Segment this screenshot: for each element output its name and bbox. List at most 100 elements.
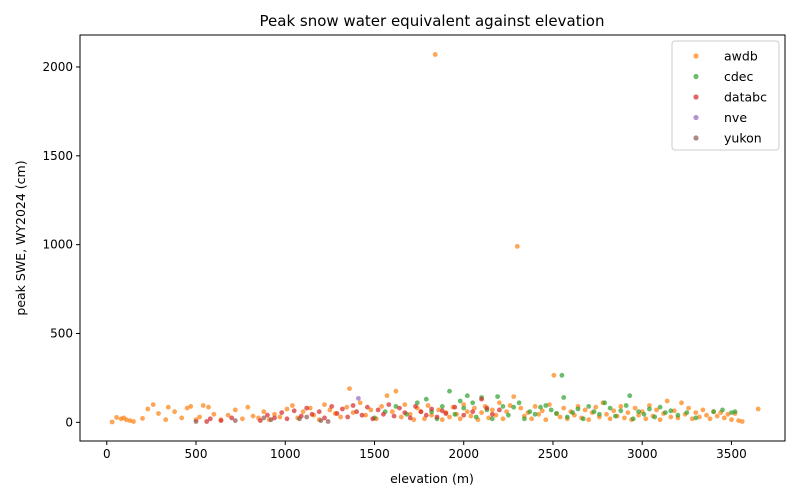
data-point <box>636 412 641 418</box>
data-point <box>407 411 413 417</box>
data-point <box>284 406 290 412</box>
x-tick-label: 1000 <box>270 447 301 461</box>
data-point <box>461 412 467 418</box>
data-point <box>375 407 381 413</box>
data-point <box>623 403 629 408</box>
data-point <box>165 404 171 410</box>
data-point <box>322 402 327 407</box>
data-point <box>464 393 470 399</box>
data-point <box>618 408 624 414</box>
data-point <box>329 404 335 409</box>
data-point <box>551 372 557 378</box>
data-point <box>150 402 156 407</box>
data-point <box>529 416 534 422</box>
legend-label: cdec <box>724 69 753 84</box>
y-axis-ticks: 0 500 1000 1500 2000 <box>42 60 80 429</box>
data-point <box>630 416 636 422</box>
data-point <box>527 409 533 415</box>
data-point <box>413 404 418 409</box>
data-point <box>225 412 231 418</box>
data-point <box>586 404 592 409</box>
data-point <box>338 414 343 420</box>
data-point <box>439 408 445 414</box>
data-point <box>447 388 452 394</box>
data-point <box>500 416 506 422</box>
data-point <box>625 410 631 415</box>
y-tick-label: 2000 <box>42 60 73 74</box>
data-point <box>632 405 638 411</box>
data-point <box>284 416 290 422</box>
data-point <box>109 419 115 425</box>
data-point <box>307 405 313 411</box>
data-point <box>470 400 476 406</box>
data-point <box>184 405 190 411</box>
data-point <box>245 404 251 410</box>
data-point <box>411 417 417 423</box>
x-tick-label: 500 <box>185 447 208 461</box>
data-point <box>384 393 390 399</box>
data-point <box>179 415 185 421</box>
data-point <box>304 414 310 420</box>
plot-frame <box>79 34 786 442</box>
y-tick-label: 500 <box>50 327 73 341</box>
data-point <box>414 400 420 406</box>
data-point <box>354 409 359 415</box>
series-nve <box>356 396 361 401</box>
x-tick-label: 1500 <box>359 447 390 461</box>
data-point <box>489 416 495 422</box>
data-point <box>140 416 145 421</box>
data-point <box>345 414 351 420</box>
legend-label: awdb <box>724 49 758 64</box>
data-point <box>684 410 690 415</box>
data-point <box>647 403 652 408</box>
data-point <box>561 405 567 411</box>
legend-marker <box>693 135 699 141</box>
data-point <box>232 418 238 423</box>
data-point <box>514 244 520 249</box>
data-point <box>443 411 449 416</box>
data-point <box>479 396 484 402</box>
data-point <box>197 414 203 420</box>
data-point <box>193 419 199 424</box>
data-point <box>381 411 386 417</box>
data-point <box>489 407 495 413</box>
data-point <box>547 402 552 407</box>
data-point <box>340 406 345 412</box>
data-point <box>265 412 270 418</box>
data-point <box>536 411 542 417</box>
data-point <box>188 404 194 409</box>
data-point <box>704 412 709 418</box>
data-point <box>206 404 211 410</box>
data-point <box>721 415 727 421</box>
data-point <box>290 403 295 408</box>
data-point <box>470 409 476 415</box>
data-point <box>344 404 350 410</box>
legend-label: yukon <box>724 131 762 146</box>
data-point <box>506 412 511 418</box>
data-point <box>386 402 392 407</box>
data-point <box>548 407 554 413</box>
x-tick-label: 3500 <box>716 447 747 461</box>
data-point <box>316 409 322 415</box>
data-point <box>652 414 658 420</box>
data-point <box>457 416 463 422</box>
data-point <box>497 400 502 406</box>
data-point <box>739 419 745 424</box>
data-point <box>714 413 720 419</box>
data-point <box>593 404 599 410</box>
data-point <box>707 416 713 422</box>
data-point <box>729 417 734 423</box>
y-tick-label: 1000 <box>42 238 73 252</box>
data-point <box>207 416 213 422</box>
data-point <box>277 414 283 420</box>
data-point <box>434 414 440 420</box>
data-point <box>675 412 681 418</box>
data-point <box>425 403 431 408</box>
data-point <box>452 411 458 417</box>
data-point <box>507 403 513 408</box>
data-point <box>398 414 404 420</box>
data-point <box>591 409 597 415</box>
data-point <box>124 417 129 423</box>
data-point <box>561 395 567 400</box>
data-point <box>422 416 427 422</box>
